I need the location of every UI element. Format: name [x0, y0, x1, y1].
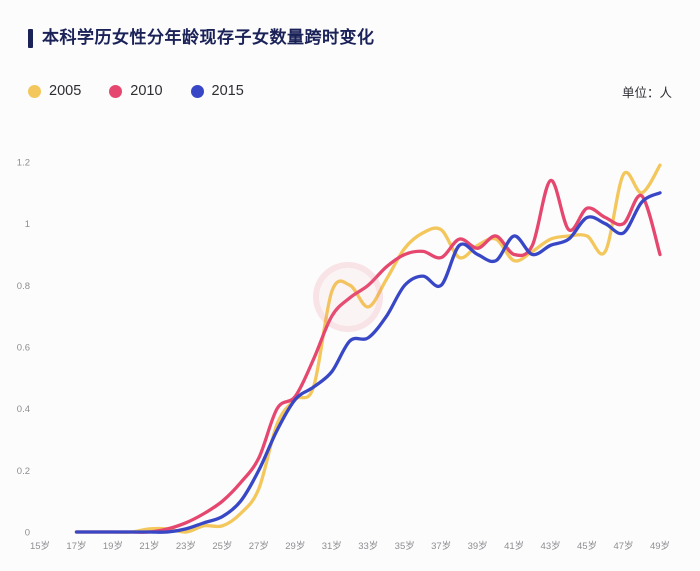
- x-tick-label: 33岁: [358, 540, 378, 552]
- x-tick-label: 17岁: [66, 540, 86, 552]
- legend-dot-2010: [109, 84, 123, 98]
- legend-label-2010: 2010: [130, 83, 163, 99]
- line-chart: 0 0.2 0.4 0.6 0.8 1 1.2 15岁 17岁 19岁 21岁 23岁 25岁 27岁 29…: [0, 116, 700, 564]
- x-tick-label: 39岁: [468, 540, 488, 552]
- x-tick-label: 31岁: [322, 540, 342, 552]
- legend-row: 2005 2010 2015 单位：人: [28, 80, 672, 102]
- series-line-2015: [74, 191, 662, 534]
- legend-item-2015[interactable]: 2015: [190, 83, 244, 99]
- unit-label: 单位：人: [621, 85, 672, 100]
- legend-dot-2005: [28, 84, 41, 98]
- x-tick-label: 15岁: [30, 540, 50, 552]
- x-tick-label: 27岁: [249, 540, 269, 552]
- y-tick-label: 0.8: [17, 281, 30, 292]
- x-tick-label: 25岁: [212, 540, 232, 552]
- chart-svg: 0 0.2 0.4 0.6 0.8 1 1.2 15岁 17岁 19岁 21岁 23岁 25岁 27岁 29…: [17, 158, 670, 553]
- x-tick-label: 37岁: [431, 540, 451, 552]
- legend-item-2010[interactable]: 2010: [109, 83, 163, 99]
- y-tick-label: 0.2: [17, 466, 30, 477]
- legend-dot-2015: [190, 84, 204, 98]
- legend-label-2005: 2005: [49, 83, 82, 99]
- legend-label-2015: 2015: [211, 83, 244, 99]
- x-tick-label: 45岁: [577, 540, 597, 552]
- x-tick-label: 49岁: [650, 540, 670, 552]
- legend: 2005 2010 2015: [28, 83, 244, 99]
- x-tick-label: 19岁: [103, 540, 123, 552]
- series-line-2005: [74, 163, 662, 534]
- x-tick-label: 23岁: [176, 540, 196, 552]
- x-tick-label: 21岁: [139, 540, 159, 552]
- title-row: 本科学历女性分年龄现存子女数量跨时变化: [28, 26, 672, 50]
- y-tick-label: 1: [25, 219, 30, 230]
- series-line-2010: [74, 178, 662, 534]
- x-tick-label: 41岁: [504, 540, 524, 552]
- y-tick-label: 0.6: [17, 343, 30, 354]
- x-tick-label: 43岁: [541, 540, 561, 552]
- title-accent-bar: [28, 28, 33, 48]
- legend-item-2005[interactable]: 2005: [28, 83, 81, 99]
- y-tick-label: 0: [25, 528, 30, 539]
- x-tick-label: 35岁: [395, 540, 415, 552]
- y-tick-label: 1.2: [17, 158, 30, 169]
- chart-header: 本科学历女性分年龄现存子女数量跨时变化 2005 2010 2015 单位：人: [0, 0, 700, 102]
- page-title: 本科学历女性分年龄现存子女数量跨时变化: [42, 28, 375, 47]
- x-tick-label: 47岁: [613, 540, 633, 552]
- x-tick-label: 29岁: [285, 540, 305, 552]
- y-tick-label: 0.4: [17, 404, 30, 415]
